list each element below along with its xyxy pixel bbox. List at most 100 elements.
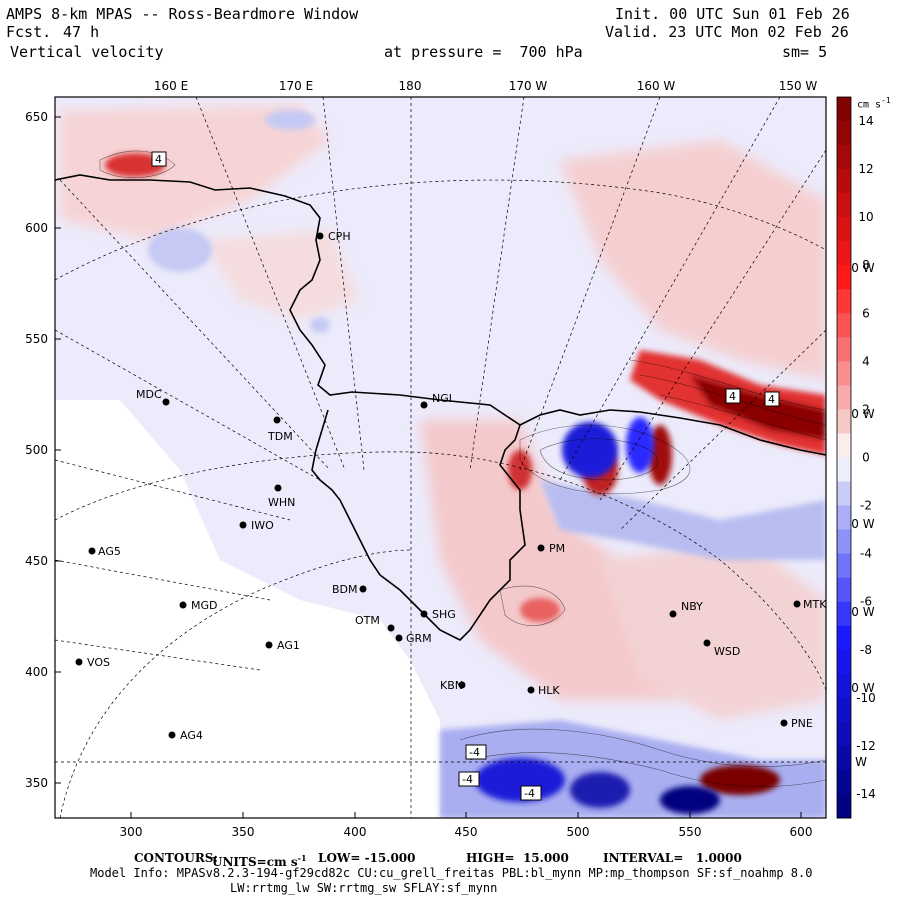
y-tick-label: 500 [25, 443, 48, 457]
station-label: AG5 [98, 545, 121, 558]
forecast-label: Fcst. [6, 23, 52, 41]
colorbar-label: 2 [862, 402, 870, 416]
station-label: SHG [432, 608, 456, 621]
station-dot [239, 521, 247, 529]
x-tick-label: 450 [455, 825, 478, 839]
colorbar-segment [837, 193, 851, 218]
colorbar-segment [837, 601, 851, 627]
station-dot [387, 624, 395, 632]
plot-title: AMPS 8-km MPAS -- Ross-Beardmore Window [6, 5, 359, 23]
station-dot [703, 639, 711, 647]
colorbar-label: 14 [858, 114, 873, 128]
max-box [725, 388, 741, 404]
velocity-field [55, 97, 826, 818]
colorbar-segment [837, 505, 851, 531]
colorbar-segment [837, 241, 851, 266]
light-red-zone-se [600, 540, 826, 720]
station-dot [395, 634, 403, 642]
station-label: NGL [432, 392, 456, 405]
station-label: CPH [328, 230, 351, 243]
colorbar-label: 4 [862, 354, 870, 368]
colorbar-label: -12 [856, 739, 876, 753]
x-tick-label: 400 [344, 825, 367, 839]
coastline [55, 174, 826, 641]
station-label: KBN [440, 679, 463, 692]
x-tick-label: 500 [567, 825, 590, 839]
valid-time: Valid. 23 UTC Mon 02 Feb 26 [605, 23, 849, 41]
red-core-nw [105, 153, 165, 177]
colorbar-label: 6 [862, 306, 870, 320]
longitude-label: 180 [399, 79, 422, 93]
colorbar-segment [837, 769, 851, 795]
smoothing-value: sm= 5 [782, 43, 828, 61]
colorbar-frame [836, 96, 852, 819]
svg-text:4: 4 [155, 153, 162, 166]
field-name: Vertical velocity [10, 43, 164, 61]
min-box [520, 785, 542, 801]
station-label: WSD [714, 645, 740, 658]
station-dot [537, 544, 545, 552]
contour-units: UNITS=cm s-1 [212, 853, 307, 869]
svg-text:4: 4 [729, 390, 736, 403]
y-tick-label: 450 [25, 554, 48, 568]
colorbar-segment [837, 553, 851, 579]
contour-low: LOW= -15.000 [318, 851, 416, 865]
colorbar-segment [837, 697, 851, 723]
plot-frame [54, 96, 827, 819]
colorbar-segment [837, 313, 851, 338]
lat-lon-grid [55, 97, 826, 818]
svg-text:-4: -4 [524, 787, 535, 800]
init-time: Init. 00 UTC Sun 01 Feb 26 [615, 5, 850, 23]
longitude-label: 160 E [154, 79, 188, 93]
station-dot [273, 416, 281, 424]
station-label: BDM [332, 583, 358, 596]
colorbar-label: 12 [858, 162, 873, 176]
station-dot [265, 641, 273, 649]
longitude-label: 170 W [509, 79, 548, 93]
colorbar-label: -10 [856, 691, 876, 705]
station-dot [75, 658, 83, 666]
contours-label: CONTOURS: [134, 851, 218, 865]
y-tick-label: 650 [25, 110, 48, 124]
station-label: TDM [267, 430, 293, 443]
station-dot [316, 232, 324, 240]
colorbar-label: -14 [856, 787, 876, 801]
station-label: AG4 [180, 729, 203, 742]
station-label: GRM [406, 632, 432, 645]
model-info: Model Info: MPASv8.2.3-194-gf29cd82c CU:… [90, 866, 813, 880]
station-label: OTM [355, 614, 380, 627]
model-physics: LW:rrtmg_lw SW:rrtmg_sw SFLAY:sf_mynn [230, 881, 498, 895]
x-tick-label: 300 [120, 825, 143, 839]
station-dot [780, 719, 788, 727]
colorbar-label: -6 [860, 595, 872, 609]
max-box [151, 151, 167, 167]
station-label: WHN [268, 496, 295, 509]
colorbar-segment [837, 385, 851, 410]
station-label: IWO [251, 519, 274, 532]
station-dot [420, 610, 428, 618]
contour-interval: INTERVAL= 1.0000 [603, 851, 742, 865]
colorbar-label: -2 [860, 499, 872, 513]
station-dot [168, 731, 176, 739]
station-dot [669, 610, 677, 618]
light-red-zone-ne [560, 140, 826, 380]
contour-high: HIGH= 15.000 [466, 851, 569, 865]
colorbar-label: 10 [858, 210, 873, 224]
station-label: HLK [538, 684, 560, 697]
svg-text:4: 4 [768, 393, 775, 406]
colorbar-segment [837, 169, 851, 194]
station-label: PM [549, 542, 565, 555]
colorbar-segment [837, 289, 851, 314]
colorbar-segment [837, 145, 851, 170]
colorbar-label: -4 [860, 547, 872, 561]
y-tick-label: 550 [25, 332, 48, 346]
y-tick-label: 350 [25, 776, 48, 790]
x-axis [130, 812, 802, 818]
colorbar-segment [837, 625, 851, 651]
extrema-markers: 4 4 4 -4 -4 -4 [151, 151, 780, 801]
light-red-zone-nw [60, 105, 330, 240]
colorbar-labels: 14 12 10 8 6 4 2 0 -2 -4 -6 -8 -10 -12 -14 [856, 114, 876, 801]
max-box [764, 391, 780, 407]
blue-band-east [540, 480, 826, 560]
min-box [465, 744, 487, 760]
